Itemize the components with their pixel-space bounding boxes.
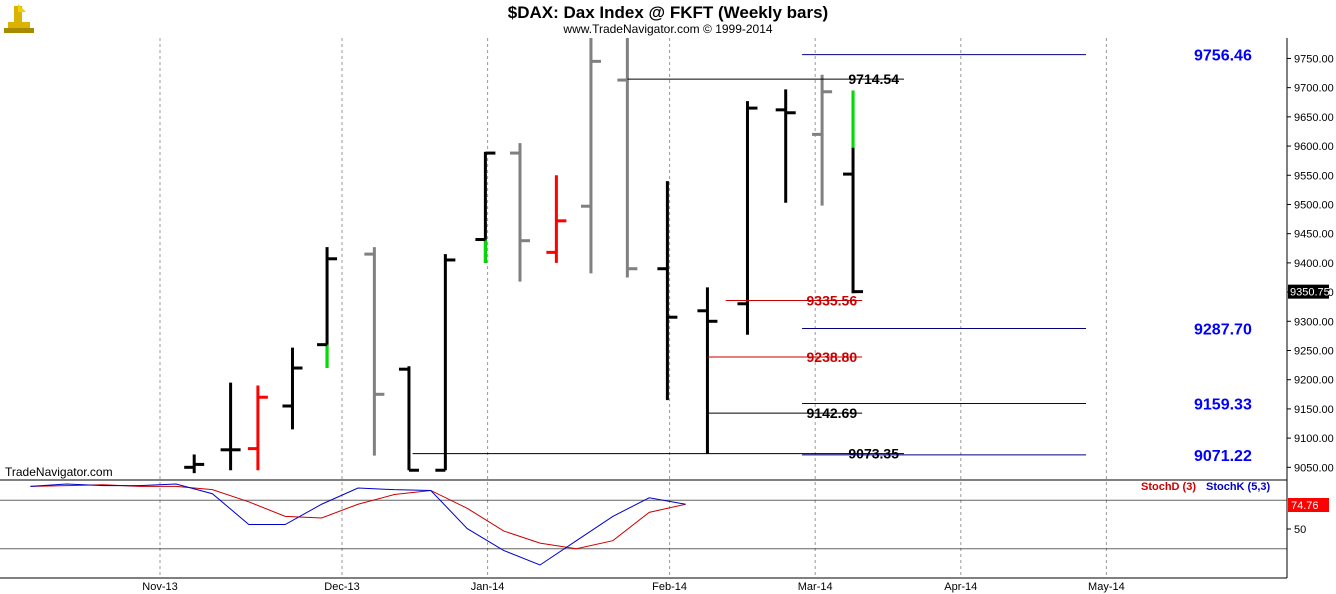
x-tick-label: Jan-14 [471,581,505,593]
y-tick-label: 9550.00 [1294,170,1334,182]
level-label: 9071.22 [1194,448,1252,465]
stochastic-panel: StochD (3) StochK (5,3) 74.76 50 [0,481,1329,566]
y-tick-label: 9300.00 [1294,316,1334,328]
last-price-label: 9350.75 [1290,287,1330,299]
level-label: 9073.35 [848,446,899,462]
stoch-value-box [1288,498,1329,512]
price-axis: 9050.00 9100.00 9150.00 9200.00 9250.00 9300.… [1287,53,1334,474]
y-tick-label: 9700.00 [1294,83,1334,95]
stoch-d-legend: StochD (3) [1141,481,1196,493]
level-label: 9142.69 [807,405,858,421]
chart-subtitle: www.TradeNavigator.com © 1999-2014 [562,22,772,36]
stoch-k-line [30,483,686,566]
chart-title: $DAX: Dax Index @ FKFT (Weekly bars) [508,3,828,22]
y-tick-label: 9200.00 [1294,375,1334,387]
y-tick-label: 9500.00 [1294,199,1334,211]
date-axis: Nov-13 Dec-13 Jan-14 Feb-14 Mar-14 Apr-14 May-… [142,581,1124,593]
y-tick-label: 9150.00 [1294,404,1334,416]
level-label: 9335.56 [807,293,858,309]
y-tick-label: 9450.00 [1294,229,1334,241]
level-label: 9756.46 [1194,48,1252,65]
level-label: 9714.54 [848,71,899,87]
x-tick-label: Feb-14 [652,581,687,593]
price-bars [184,38,864,474]
y-tick-label: 9750.00 [1294,53,1334,65]
x-tick-label: Nov-13 [142,581,177,593]
stoch-value-label: 74.76 [1291,500,1319,512]
vertical-gridlines [159,38,1107,578]
logo-icon [4,4,34,33]
x-tick-label: Dec-13 [324,581,359,593]
level-label: 9238.80 [807,349,858,365]
y-tick-label: 9250.00 [1294,345,1334,357]
y-tick-label: 9600.00 [1294,141,1334,153]
stoch-tick-label: 50 [1294,524,1306,536]
level-label: 9159.33 [1194,396,1252,413]
x-tick-label: Mar-14 [798,581,833,593]
x-tick-label: May-14 [1088,581,1125,593]
price-panel: 9050.00 9100.00 9150.00 9200.00 9250.00 9300.… [0,38,1334,579]
x-tick-label: Apr-14 [944,581,977,593]
level-label: 9287.70 [1194,321,1252,338]
price-levels: 9756.46 9714.54 9335.56 9287.70 9238.80 9159.… [412,48,1252,465]
y-tick-label: 9050.00 [1294,462,1334,474]
y-tick-label: 9400.00 [1294,258,1334,270]
brand-label: TradeNavigator.com [5,465,113,479]
y-tick-label: 9650.00 [1294,112,1334,124]
stoch-d-line [30,484,686,550]
y-tick-label: 9100.00 [1294,433,1334,445]
last-price-badge: 9350.75 [1288,284,1330,299]
stoch-k-legend: StochK (5,3) [1206,481,1271,493]
last-price-box [1288,284,1329,299]
